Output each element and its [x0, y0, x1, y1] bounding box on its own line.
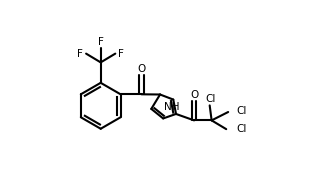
Text: O: O: [190, 90, 198, 100]
Text: F: F: [118, 49, 124, 59]
Text: Cl: Cl: [237, 106, 247, 116]
Text: F: F: [98, 37, 104, 47]
Text: Cl: Cl: [205, 93, 215, 103]
Text: NH: NH: [164, 102, 179, 112]
Text: F: F: [77, 49, 83, 59]
Text: O: O: [137, 64, 146, 74]
Text: Cl: Cl: [236, 124, 246, 134]
